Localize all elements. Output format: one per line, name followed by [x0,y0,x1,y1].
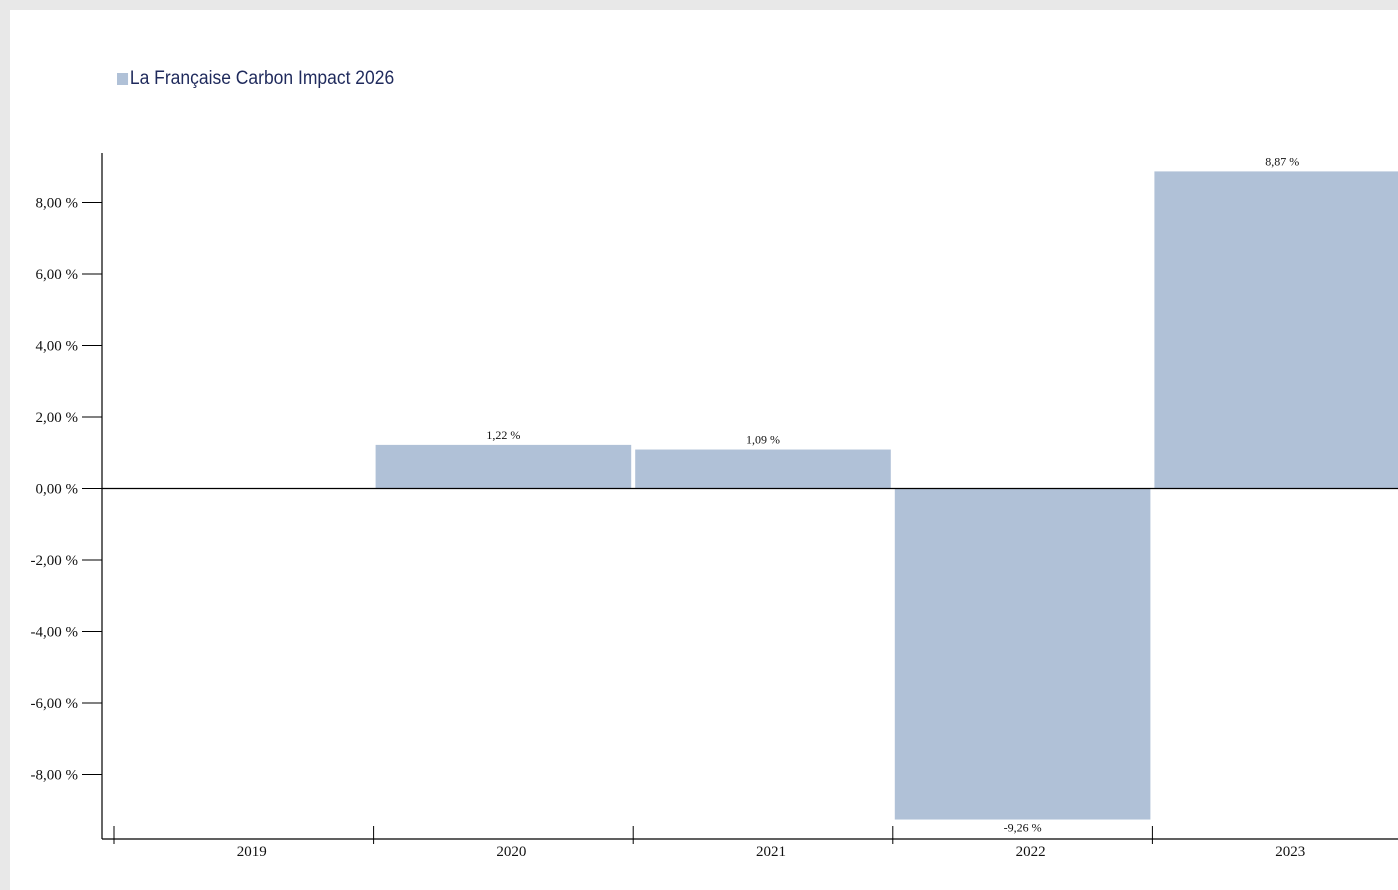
bar-2020 [375,444,632,489]
y-tick-label: -6,00 % [31,696,79,712]
legend-swatch [117,73,129,85]
y-tick-label: -8,00 % [31,768,79,784]
y-tick-label: -2,00 % [31,553,79,569]
bar-label-2022: -9,26 % [1004,821,1042,835]
y-tick-label: 0,00 % [36,482,79,498]
legend-label: La Française Carbon Impact 2026 [129,68,395,89]
x-tick-label-2021: 2021 [756,844,786,860]
x-tick-label-2020: 2020 [496,844,526,860]
y-tick-label: 2,00 % [36,410,79,426]
y-tick-label: 4,00 % [36,339,79,355]
bar-2022 [894,488,1151,820]
y-tick-label: 8,00 % [36,196,79,212]
bar-label-2020: 1,22 % [486,428,520,442]
bar-2023 [1154,171,1398,489]
x-tick-label-2022: 2022 [1016,844,1046,860]
bar-label-2023: 8,87 % [1265,154,1299,168]
x-tick-label-2023: 2023 [1275,844,1305,860]
bar-2021 [635,449,891,489]
y-tick-label: -4,00 % [31,625,79,641]
y-axis: 8,00 % 6,00 % 4,00 % 2,00 % 0,00 % -2,00 % -4,… [31,153,1398,839]
bars-group [375,171,1398,820]
x-tick-label-2019: 2019 [237,844,267,860]
bar-labels-group: 1,22 % 1,09 % -9,26 % 8,87 % [486,154,1299,834]
y-tick-label: 6,00 % [36,267,79,283]
x-axis: 2019 2020 2021 2022 2023 [102,826,1398,860]
bar-label-2021: 1,09 % [746,433,780,447]
legend: La Française Carbon Impact 2026 [117,68,394,90]
